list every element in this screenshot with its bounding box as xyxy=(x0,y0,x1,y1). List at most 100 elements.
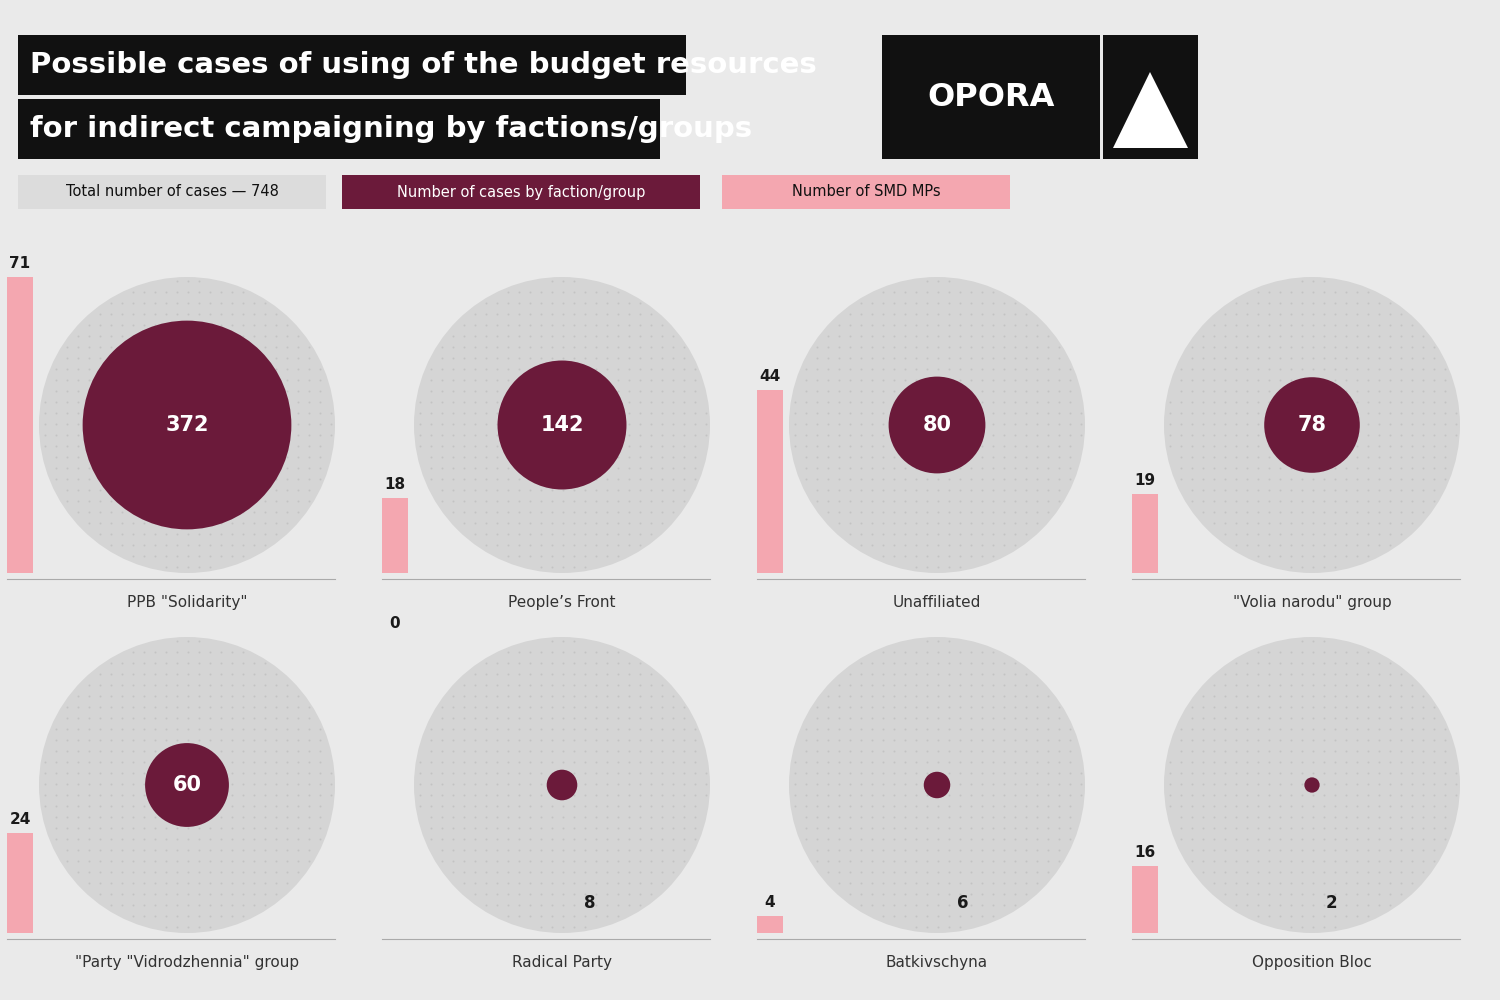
Point xyxy=(132,908,156,924)
Point xyxy=(904,831,928,847)
Point xyxy=(948,284,972,300)
Point xyxy=(220,328,245,344)
Point xyxy=(122,526,146,542)
Point xyxy=(264,820,288,836)
Point xyxy=(1290,482,1314,498)
Point xyxy=(915,350,939,366)
Point xyxy=(1378,504,1402,520)
Point xyxy=(1214,831,1237,847)
Point xyxy=(430,361,454,377)
Point xyxy=(122,383,146,399)
Point xyxy=(1024,372,1048,388)
Point xyxy=(484,317,508,333)
Point xyxy=(264,515,288,531)
Point xyxy=(1432,721,1456,737)
Point xyxy=(1300,853,1324,869)
Point xyxy=(816,831,840,847)
Point xyxy=(562,798,586,814)
Point xyxy=(464,350,488,366)
Point xyxy=(165,471,189,487)
Point xyxy=(1323,306,1347,322)
Point xyxy=(1246,504,1270,520)
Point xyxy=(992,721,1016,737)
Circle shape xyxy=(1164,277,1460,573)
Point xyxy=(441,405,465,421)
Point xyxy=(1036,743,1060,759)
Point xyxy=(827,394,850,410)
Point xyxy=(518,350,542,366)
Point xyxy=(452,688,476,704)
Point xyxy=(650,820,674,836)
Point xyxy=(110,504,134,520)
Point xyxy=(1389,482,1413,498)
Point xyxy=(859,504,883,520)
Point xyxy=(1214,526,1237,542)
Point xyxy=(66,798,90,814)
Point xyxy=(584,548,608,564)
Point xyxy=(1422,416,1446,432)
Point xyxy=(573,438,597,454)
Point xyxy=(882,350,906,366)
Point xyxy=(496,743,520,759)
Point xyxy=(1191,383,1215,399)
Point xyxy=(992,504,1016,520)
Point xyxy=(606,416,630,432)
Point xyxy=(66,339,90,355)
Point xyxy=(573,842,597,858)
Point xyxy=(474,853,498,869)
Point xyxy=(474,438,498,454)
Point xyxy=(1257,754,1281,770)
Point xyxy=(1323,721,1347,737)
Point xyxy=(948,449,972,465)
Point xyxy=(1257,295,1281,311)
Point xyxy=(882,427,906,443)
Point xyxy=(1323,361,1347,377)
Point xyxy=(1214,471,1237,487)
Point xyxy=(188,394,211,410)
Point xyxy=(816,427,840,443)
Point xyxy=(1400,776,1423,792)
Point xyxy=(915,633,939,649)
Point xyxy=(970,666,994,682)
Point xyxy=(274,743,298,759)
Point xyxy=(110,809,134,825)
Point xyxy=(573,776,597,792)
Point xyxy=(430,787,454,803)
Point xyxy=(827,471,850,487)
Point xyxy=(132,886,156,902)
Point xyxy=(209,820,232,836)
Point xyxy=(1246,875,1270,891)
Point xyxy=(530,405,554,421)
Point xyxy=(1202,361,1225,377)
Point xyxy=(1047,732,1071,748)
Point xyxy=(1366,427,1390,443)
Point xyxy=(188,306,211,322)
Point xyxy=(639,886,663,902)
Point xyxy=(1400,765,1423,781)
Point xyxy=(188,317,211,333)
Point xyxy=(1356,306,1380,322)
Point xyxy=(1191,710,1215,726)
Point xyxy=(958,339,982,355)
Point xyxy=(1224,493,1248,509)
Point xyxy=(1356,864,1380,880)
Point xyxy=(209,339,232,355)
Point xyxy=(1014,416,1038,432)
Point xyxy=(1389,853,1413,869)
Point xyxy=(970,732,994,748)
Point xyxy=(1257,482,1281,498)
Point xyxy=(254,721,278,737)
Point xyxy=(926,295,950,311)
Point xyxy=(596,743,619,759)
Point xyxy=(122,306,146,322)
Point xyxy=(806,449,830,465)
Point xyxy=(639,831,663,847)
Point xyxy=(904,526,928,542)
Point xyxy=(540,908,564,924)
Point xyxy=(88,765,112,781)
Point xyxy=(672,427,696,443)
Point xyxy=(992,875,1016,891)
Point xyxy=(904,897,928,913)
Point xyxy=(274,809,298,825)
Point xyxy=(616,295,640,311)
